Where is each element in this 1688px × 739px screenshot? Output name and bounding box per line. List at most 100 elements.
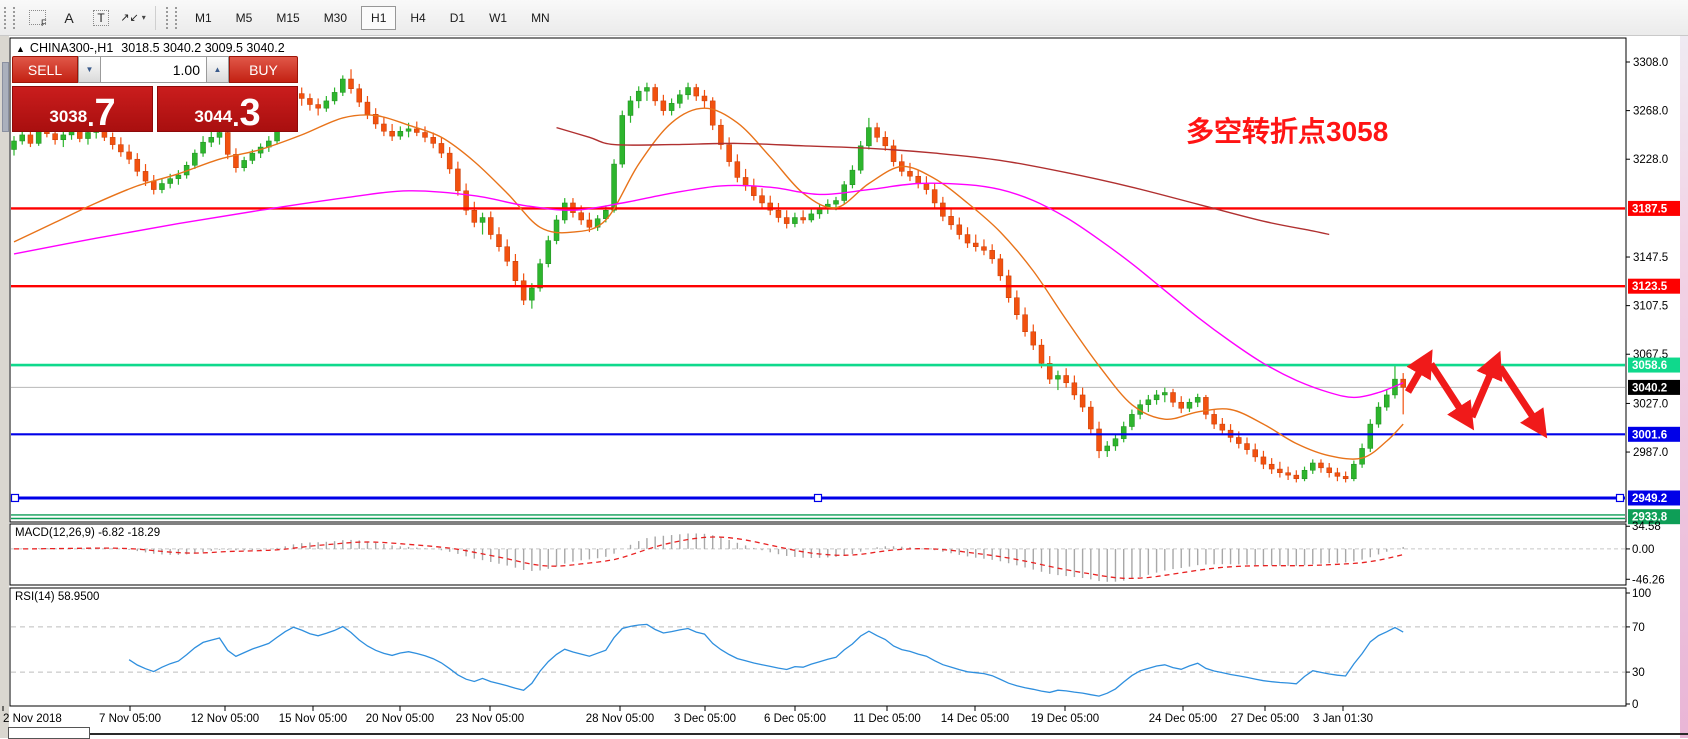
candle-body xyxy=(783,217,790,224)
candle-body xyxy=(808,213,815,221)
candle-body xyxy=(504,246,510,262)
trend-arrow[interactable] xyxy=(1468,350,1503,419)
toolbar-drag-handle-icon[interactable] xyxy=(4,6,15,29)
candle-body xyxy=(627,100,634,116)
timeframe-MN[interactable]: MN xyxy=(531,10,550,25)
candle-body xyxy=(364,101,371,115)
time-axis-label: 3 Dec 05:00 xyxy=(674,713,736,725)
candle-body xyxy=(833,200,839,205)
candle-body xyxy=(940,202,946,217)
volume-input[interactable] xyxy=(101,56,206,83)
trend-arrow[interactable] xyxy=(1428,362,1475,431)
candle-body xyxy=(167,178,173,184)
toolbar-drag-handle-icon-2[interactable] xyxy=(166,6,177,29)
time-axis-label: 2 Nov 2018 xyxy=(3,713,62,725)
candle-body xyxy=(742,177,749,187)
next-window-border xyxy=(88,733,1688,735)
candle-body xyxy=(479,217,486,223)
candle-body xyxy=(603,209,609,219)
vertical-scrollbar-thumb[interactable] xyxy=(2,62,9,132)
text-tool-icon[interactable]: T xyxy=(87,5,115,31)
trend-arrow[interactable] xyxy=(1404,349,1433,394)
sell-button[interactable]: SELL xyxy=(12,56,78,83)
timeframe-W1[interactable]: W1 xyxy=(489,10,508,25)
collapse-icon[interactable]: ▲ xyxy=(16,44,25,54)
candle-body xyxy=(619,115,626,165)
candle-body xyxy=(1310,462,1316,471)
line-selection-handle[interactable] xyxy=(813,493,823,503)
drawing-tools-group: F A T ↗↙ ▾ xyxy=(21,5,149,31)
arrows-object-tool-icon[interactable]: ↗↙ ▾ xyxy=(120,12,146,24)
candle-body xyxy=(134,158,141,172)
candle-body xyxy=(1301,470,1308,480)
candle-body xyxy=(233,154,239,168)
candle-body xyxy=(1383,394,1390,408)
timeframe-H1[interactable]: H1 xyxy=(361,5,397,30)
candle-body xyxy=(496,234,502,247)
candle-body xyxy=(800,217,806,221)
candle-body xyxy=(150,180,157,190)
timeframe-M30[interactable]: M30 xyxy=(323,10,348,25)
candle-body xyxy=(307,98,313,105)
candle-body xyxy=(1022,314,1028,333)
candle-body xyxy=(1145,399,1152,405)
time-axis-label: 24 Dec 05:00 xyxy=(1149,713,1217,725)
candle-body xyxy=(1079,394,1086,408)
candle-body xyxy=(989,250,995,260)
macd-axis-label: -46.26 xyxy=(1632,574,1665,586)
timeframe-M1[interactable]: M1 xyxy=(195,10,212,25)
price-axis-label: 3228.0 xyxy=(1633,154,1668,166)
price-badge xyxy=(1628,200,1680,216)
line-selection-handle[interactable] xyxy=(10,493,20,503)
candle-body xyxy=(545,240,552,264)
rsi-panel[interactable] xyxy=(9,587,1627,707)
candle-body xyxy=(1162,392,1168,396)
candle-body xyxy=(1367,423,1374,449)
candle-body xyxy=(520,280,527,301)
buy-price-big-digit: 3 xyxy=(239,91,261,134)
candle-body xyxy=(1252,449,1258,458)
price-badge xyxy=(1628,379,1680,395)
candle-body xyxy=(397,131,404,137)
candle-body xyxy=(734,161,741,178)
macd-panel[interactable] xyxy=(9,523,1627,586)
time-axis-label: 23 Nov 05:00 xyxy=(456,713,524,725)
rsi-axis-label: 100 xyxy=(1632,588,1651,600)
candle-body xyxy=(1351,463,1357,480)
candle-body xyxy=(685,87,691,96)
candle-body xyxy=(216,132,223,138)
chart-text-annotation[interactable]: 多空转折点3058 xyxy=(1186,116,1389,147)
volume-decrease-button[interactable]: ▼ xyxy=(78,56,101,83)
timeframe-M15[interactable]: M15 xyxy=(276,10,300,25)
timeframe-M5[interactable]: M5 xyxy=(235,10,253,25)
time-axis-label: 7 Nov 05:00 xyxy=(99,713,161,725)
candle-body xyxy=(118,144,124,153)
dotted-grid-tool-icon[interactable]: F xyxy=(23,5,51,31)
candle-body xyxy=(422,132,428,138)
buy-button[interactable]: BUY xyxy=(229,56,298,83)
timeframe-H4[interactable]: H4 xyxy=(410,10,426,25)
sell-price-display[interactable]: 3038 . 7 xyxy=(12,86,153,132)
rsi-axis-label: 0 xyxy=(1632,699,1638,711)
volume-increase-button[interactable]: ▲ xyxy=(206,56,229,83)
candle-body xyxy=(446,152,453,170)
arrow-pointer-tool-icon[interactable]: A xyxy=(64,9,74,26)
price-axis-label: 3147.5 xyxy=(1633,252,1668,264)
price-badge-label: 3040.2 xyxy=(1632,382,1667,394)
timeframe-D1[interactable]: D1 xyxy=(449,10,466,25)
candle-body xyxy=(668,103,675,111)
price-axis-label: 3308.0 xyxy=(1633,57,1668,69)
candle-body xyxy=(192,152,198,166)
candle-body xyxy=(981,246,987,251)
timeframe-buttons-group: M1 M5 M15 M30 H1 H4 D1 W1 MN xyxy=(183,5,562,30)
trend-arrow[interactable] xyxy=(1497,365,1548,439)
candle-body xyxy=(923,183,930,190)
candle-body xyxy=(438,143,445,154)
candle-body xyxy=(816,208,823,215)
price-axis-label: 3268.0 xyxy=(1633,106,1668,118)
candle-body xyxy=(1046,363,1053,380)
candle-body xyxy=(956,224,963,235)
line-selection-handle[interactable] xyxy=(1615,493,1625,503)
buy-price-display[interactable]: 3044 . 3 xyxy=(157,86,298,132)
